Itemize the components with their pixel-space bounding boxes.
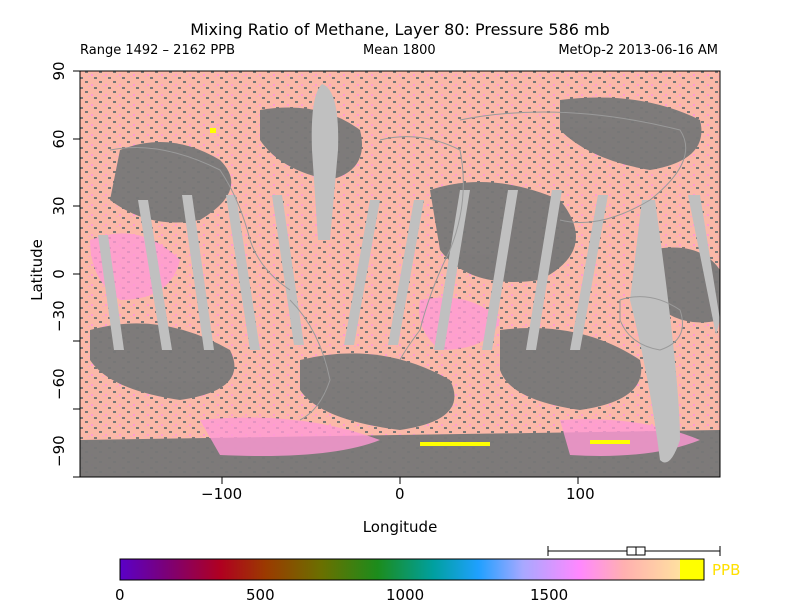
x-tick-label: −100 xyxy=(201,485,243,503)
x-tick-label: 100 xyxy=(566,485,595,503)
colorbar-tick-label: 1500 xyxy=(530,586,569,604)
map-title: Mixing Ratio of Methane, Layer 80: Press… xyxy=(190,20,610,39)
colorbar-boxplot xyxy=(547,546,721,556)
y-tick-label: 0 xyxy=(50,269,68,279)
y-tick-label: 90 xyxy=(50,61,68,81)
map-field xyxy=(80,71,720,477)
y-tick-label: −60 xyxy=(50,368,68,400)
source-label: MetOp-2 2013-06-16 AM xyxy=(558,43,718,58)
x-tick-label: 0 xyxy=(395,485,405,503)
colorbar-tick-label: 0 xyxy=(115,586,125,604)
colorbar-tick-label: 500 xyxy=(246,586,275,604)
y-tick-label: −90 xyxy=(50,435,68,467)
y-axis-title: Latitude xyxy=(28,239,46,301)
y-tick-label: 60 xyxy=(50,129,68,149)
y-tick-label: −30 xyxy=(50,300,68,332)
colorbar-tick-label: 1000 xyxy=(386,586,425,604)
mean-label: Mean 1800 xyxy=(363,43,436,58)
range-label: Range 1492 – 2162 PPB xyxy=(80,43,235,58)
x-axis-title: Longitude xyxy=(362,518,438,536)
y-tick-label: 30 xyxy=(50,196,68,216)
colorbar-unit: PPB xyxy=(712,561,741,579)
colorbar-gradient xyxy=(119,558,705,581)
